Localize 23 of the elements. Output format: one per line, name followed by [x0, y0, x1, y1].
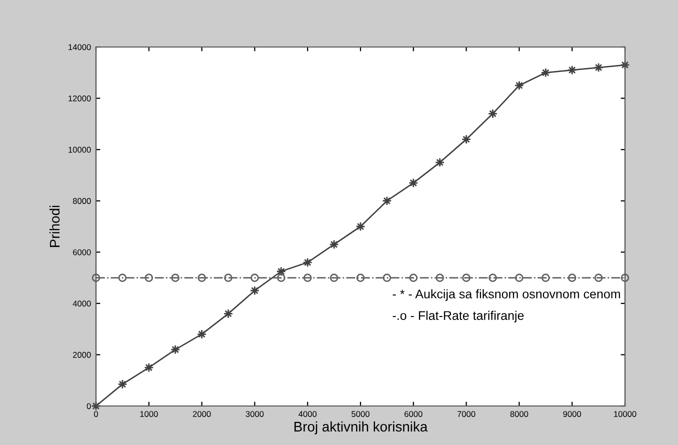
- y-tick-label: 14000: [68, 44, 91, 50]
- y-tick-label: 0: [86, 403, 91, 410]
- y-tick-label: 10000: [68, 146, 91, 153]
- y-tick-label: 4000: [72, 300, 91, 307]
- x-tick-label: 2000: [192, 411, 211, 417]
- x-tick-label: 0: [94, 411, 98, 417]
- y-tick-label: 6000: [73, 249, 91, 256]
- x-axis-title: Broj aktivnih korisnika: [294, 421, 428, 434]
- x-tick-label: 7000: [457, 411, 476, 417]
- y-axis-title: Prihodi: [49, 206, 60, 247]
- x-tick-label: 5000: [352, 411, 370, 417]
- x-tick-label: 4000: [298, 411, 317, 417]
- x-tick-label: 3000: [246, 411, 264, 417]
- annotation: -.o - Flat-Rate tarifiranje: [392, 310, 524, 322]
- x-tick-label: 1000: [140, 411, 158, 417]
- annotation: - * - Aukcija sa fiksnom osnovnom cenom: [392, 289, 620, 301]
- y-tick-label: 2000: [73, 352, 91, 358]
- y-tick-label: 12000: [68, 95, 91, 102]
- x-tick-label: 9000: [563, 411, 582, 417]
- x-tick-label: 6000: [404, 411, 422, 417]
- x-tick-label: 10000: [614, 411, 636, 417]
- y-tick-label: 8000: [72, 198, 91, 204]
- x-tick-label: 8000: [510, 411, 528, 417]
